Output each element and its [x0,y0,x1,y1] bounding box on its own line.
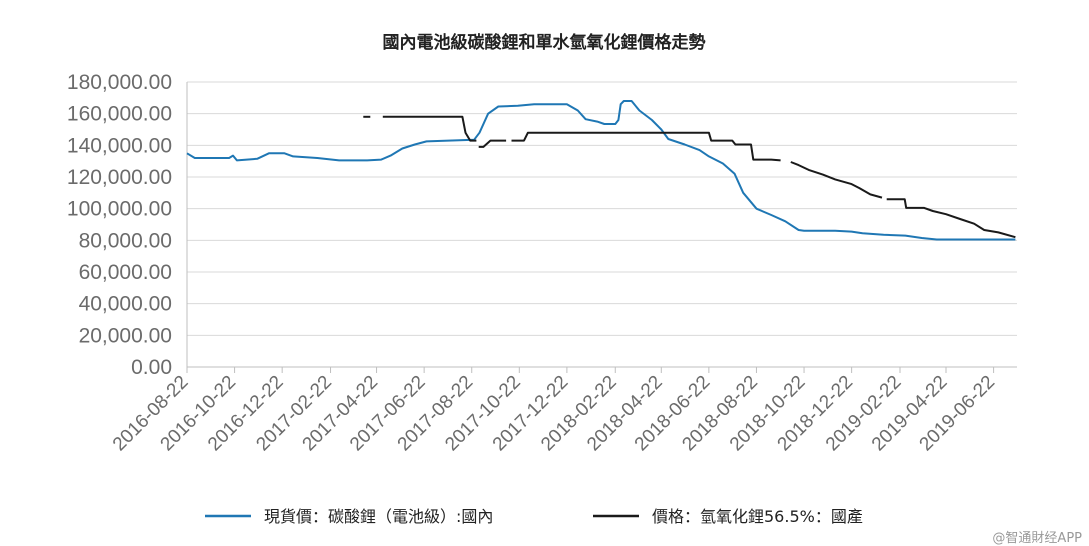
y-tick-label: 180,000.00 [67,71,172,94]
y-tick-label: 20,000.00 [79,324,172,347]
x-axis: 2016-08-222016-10-222016-12-222017-02-22… [109,82,1017,455]
watermark: @智通財经APP [992,531,1082,546]
legend-label-series-2: 價格：氫氧化鋰56.5%：國產 [652,507,863,526]
series-layer [186,100,1016,241]
y-axis: 0.00 20,000.00 40,000.00 60,000.00 80,000.00… [67,71,172,379]
y-tick-label: 60,000.00 [79,261,172,284]
series-line-2 [478,139,507,148]
y-tick-label: 0.00 [131,356,172,379]
y-tick-label: 40,000.00 [79,293,172,316]
y-tick-label: 140,000.00 [67,134,172,157]
series-line-2 [511,131,781,162]
series-line-2 [886,198,1016,239]
legend-label-series-1: 現貨價：碳酸鋰（電池級）:國內 [264,507,493,526]
y-tick-label: 160,000.00 [67,103,172,126]
series-line-1 [186,100,1016,241]
series-line-2 [382,115,477,142]
y-tick-label: 80,000.00 [79,229,172,252]
y-tick-label: 120,000.00 [67,166,172,189]
grid-lines [187,81,1017,336]
chart-title: 國內電池級碳酸鋰和單水氫氧化鋰價格走勢 [383,32,706,53]
series-line-2 [790,161,883,199]
legend: 現貨價：碳酸鋰（電池級）:國內 價格：氫氧化鋰56.5%：國產 [205,507,863,526]
y-tick-label: 100,000.00 [67,198,172,221]
